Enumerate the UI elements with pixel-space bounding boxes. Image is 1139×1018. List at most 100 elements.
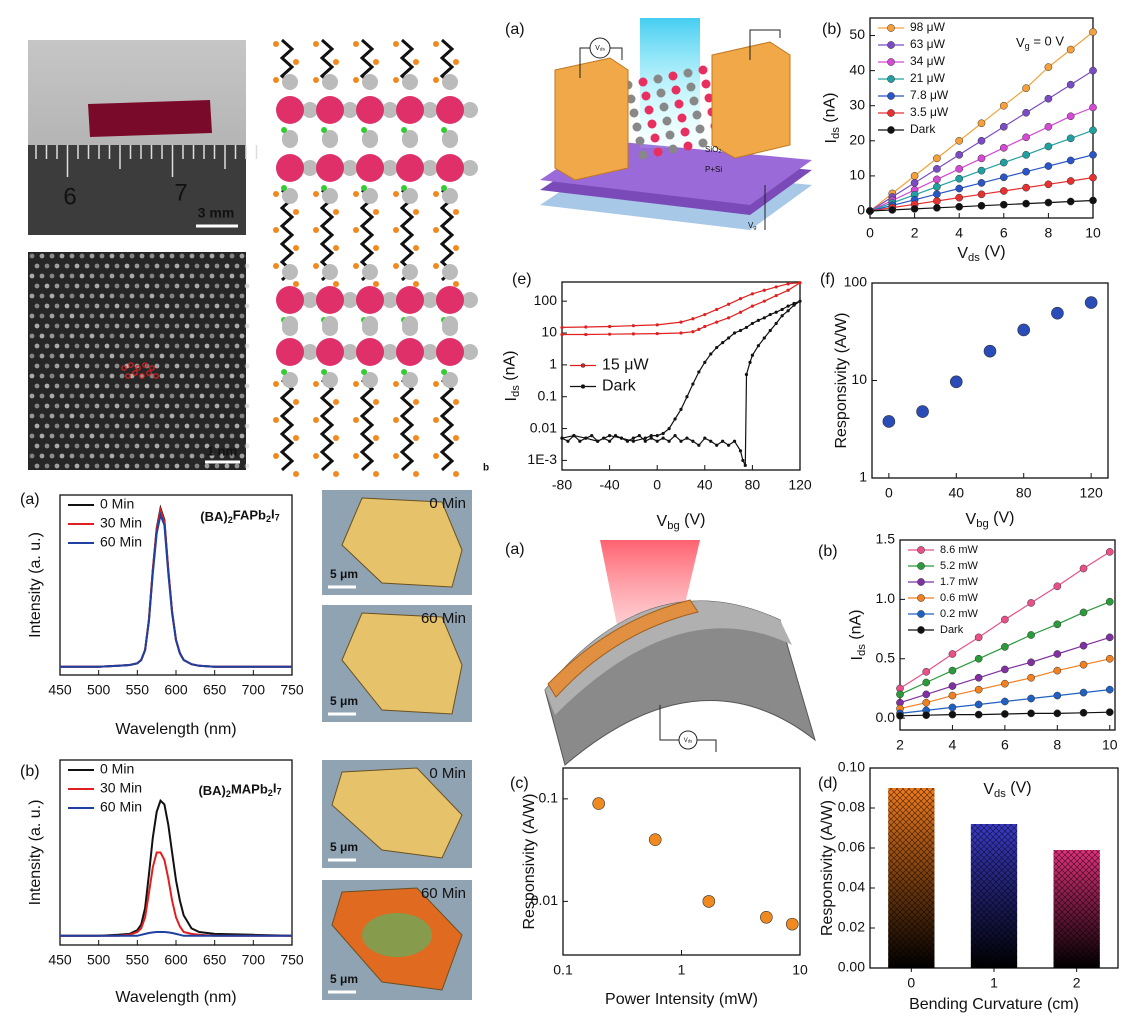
atom-dot — [119, 433, 125, 439]
halide — [422, 160, 438, 176]
x-tick-label: 6 — [1001, 737, 1009, 753]
lead — [316, 286, 344, 314]
atom-dot — [109, 333, 115, 339]
atom-dot — [84, 283, 90, 289]
atom-dot — [164, 423, 170, 429]
data-point — [590, 434, 594, 438]
data-point — [1053, 620, 1062, 629]
atom-dot — [94, 423, 100, 429]
data-point — [560, 325, 564, 330]
data-point — [750, 304, 755, 308]
data-point — [1066, 80, 1075, 89]
atom-dot — [174, 423, 180, 429]
organic-chain — [279, 188, 295, 282]
molecule — [653, 147, 663, 157]
data-point — [727, 443, 731, 447]
data-point — [983, 344, 997, 358]
organic-chain — [439, 378, 455, 472]
atom-dot — [44, 363, 50, 369]
lead — [316, 96, 344, 124]
atom-dot — [139, 453, 145, 459]
atom-dot — [59, 413, 65, 419]
data-point — [999, 101, 1008, 110]
atom-dot — [169, 353, 175, 359]
h-atom — [353, 191, 359, 197]
h-atom — [313, 191, 319, 197]
atom-dot — [39, 253, 45, 259]
atom-dot — [114, 363, 120, 369]
h-atom — [433, 263, 439, 269]
atom-dot — [234, 323, 240, 329]
molecule — [671, 85, 681, 95]
atom-dot — [149, 453, 155, 459]
y-tick-label: 10 — [541, 324, 557, 340]
data-point — [955, 174, 964, 183]
atom-dot — [199, 293, 205, 299]
h-atom — [313, 453, 319, 459]
atom-dot — [169, 413, 175, 419]
atom-dot — [229, 313, 235, 319]
atom-dot — [59, 433, 65, 439]
halide — [362, 188, 378, 204]
data-point — [922, 678, 931, 687]
h-atom — [293, 399, 299, 405]
lead — [356, 154, 384, 182]
atom-dot — [29, 353, 35, 359]
atom-dot — [194, 363, 200, 369]
h-atom — [373, 399, 379, 405]
h-atom — [293, 245, 299, 251]
atom-dot — [149, 393, 155, 399]
atom-dot — [139, 433, 145, 439]
atom-dot — [114, 283, 120, 289]
atom-dot — [144, 463, 150, 469]
annotation-part: I — [273, 781, 277, 796]
x-axis-label: Wavelength (nm) — [115, 989, 236, 1006]
y-tick-label: 0.02 — [838, 919, 865, 935]
atom-dot — [94, 463, 100, 469]
atom-dot — [69, 373, 75, 379]
atom-dot — [204, 323, 210, 329]
atom-dot — [89, 453, 95, 459]
data-point — [933, 182, 941, 191]
atom-dot — [199, 393, 205, 399]
atom-dot — [74, 343, 80, 349]
y-axis-label: Responsivity (A/W) — [819, 800, 836, 936]
atom-dot — [239, 393, 245, 399]
atom-dot — [69, 333, 75, 339]
atom-dot — [164, 303, 170, 309]
data-point — [1044, 63, 1053, 71]
data-point — [786, 282, 790, 286]
data-point — [608, 439, 612, 443]
data-point — [631, 324, 636, 328]
halide — [362, 264, 378, 280]
h-atom — [353, 263, 359, 269]
atom-dot — [154, 343, 160, 349]
atom-dot — [239, 293, 245, 299]
data-point — [1022, 199, 1030, 208]
atom-dot — [134, 383, 140, 389]
atom-dot — [164, 463, 170, 469]
marker-dot — [128, 362, 134, 368]
atom-dot — [159, 313, 165, 319]
atom-dot — [129, 433, 135, 439]
data-point — [1079, 641, 1088, 650]
data-point — [1044, 180, 1053, 189]
data-point — [741, 458, 745, 463]
atom-dot — [49, 453, 55, 459]
x-tick-label: 650 — [203, 682, 227, 698]
atom-dot — [104, 343, 110, 349]
data-point — [955, 150, 964, 159]
data-point — [922, 698, 931, 707]
atom-dot — [129, 313, 135, 319]
atom-dot — [214, 443, 220, 449]
atom-dot — [179, 253, 185, 259]
atom-dot — [104, 283, 110, 289]
data-point — [774, 310, 778, 314]
atom-dot — [189, 333, 195, 339]
molecule — [638, 150, 648, 160]
y-axis-label-part: ds — [830, 127, 842, 139]
molecule — [698, 138, 708, 148]
y-tick-label: 40 — [849, 61, 865, 77]
atom-dot — [199, 313, 205, 319]
data-point — [631, 439, 636, 443]
